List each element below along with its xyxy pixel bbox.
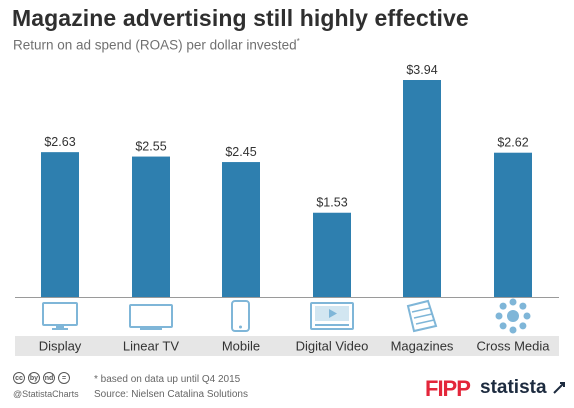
- mobile-phone-icon: [231, 300, 250, 332]
- bar-2: [222, 162, 260, 297]
- license-icons: cc by nd =: [13, 372, 70, 384]
- bar-4: [403, 80, 441, 297]
- subtitle-footnote-mark: *: [296, 37, 300, 46]
- bar-3: [313, 212, 351, 297]
- category-label-5: Cross Media: [477, 339, 551, 354]
- tv-icon: [129, 304, 173, 330]
- statista-mark-icon: [553, 382, 565, 394]
- source-note: Source: Nielsen Catalina Solutions: [94, 389, 248, 400]
- category-label-4: Magazines: [391, 339, 454, 354]
- data-label-3: $1.53: [316, 196, 347, 210]
- fipp-logo: FIPP: [425, 376, 471, 401]
- monitor-icon: [42, 302, 78, 330]
- equal-icon: =: [58, 372, 70, 384]
- category-label-3: Digital Video: [296, 339, 369, 354]
- cross-media-network-icon: [495, 298, 531, 334]
- category-label-band: [15, 336, 559, 356]
- subtitle-text: Return on ad spend (ROAS) per dollar inv…: [13, 37, 297, 53]
- data-label-2: $2.45: [225, 145, 256, 159]
- statista-handle: @StatistaCharts: [13, 389, 79, 399]
- category-label-1: Linear TV: [123, 339, 179, 354]
- bar-0: [41, 152, 79, 297]
- chart-title: Magazine advertising still highly effect…: [12, 5, 469, 31]
- statista-logo: statista: [480, 377, 547, 398]
- data-label-5: $2.62: [497, 136, 528, 150]
- data-label-1: $2.55: [135, 140, 166, 154]
- chart-subtitle: Return on ad spend (ROAS) per dollar inv…: [13, 37, 300, 53]
- footnote: * based on data up until Q4 2015: [94, 374, 241, 385]
- data-label-0: $2.63: [44, 135, 75, 149]
- bar-1: [132, 156, 170, 297]
- attribution-icon: by: [28, 372, 40, 384]
- bar-chart: $2.63 Display $2.55 Linear TV $2.45 Mobile $1.…: [15, 63, 559, 356]
- category-label-2: Mobile: [222, 339, 260, 354]
- magazine-icon: [406, 299, 438, 333]
- no-derivatives-icon: nd: [43, 372, 55, 384]
- data-label-4: $3.94: [406, 63, 437, 77]
- footer-notes: * based on data up until Q4 2015 Source:…: [94, 372, 248, 402]
- category-label-0: Display: [39, 339, 82, 354]
- video-player-icon: [310, 302, 354, 330]
- bar-5: [494, 152, 532, 297]
- creative-commons-icon: cc: [13, 372, 25, 384]
